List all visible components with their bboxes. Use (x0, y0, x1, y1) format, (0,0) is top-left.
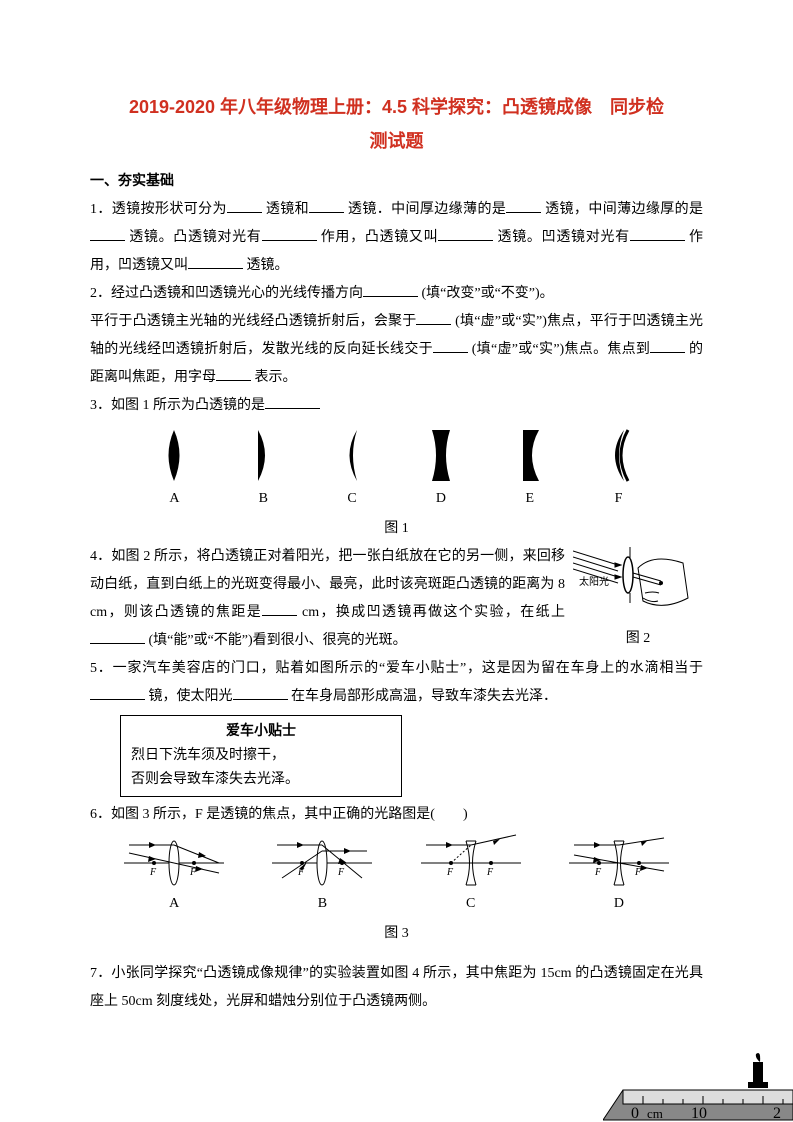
q1-text: 透镜。凸透镜对光有 (129, 230, 261, 245)
blank (309, 198, 344, 213)
lens-c-icon (337, 428, 367, 483)
ruler-label-cm: cm (647, 1106, 663, 1121)
svg-text:F: F (337, 867, 345, 878)
q1-text: 1．透镜按形状可分为 (90, 202, 227, 217)
blank (262, 226, 317, 241)
blank (188, 254, 243, 269)
q3-text: 3．如图 1 所示为凸透镜的是 (90, 398, 265, 413)
q5-text: 镜，使太阳光 (149, 689, 233, 704)
q2-text: 2．经过凸透镜和凹透镜光心的光线传播方向 (90, 286, 363, 301)
figure-1: A B C D E (130, 428, 663, 513)
title-line-2: 测试题 (90, 124, 703, 158)
q4-text: cm，换成凹透镜再做这个实验，在纸上 (302, 605, 565, 620)
blank (433, 338, 468, 353)
fig1-label-a: A (159, 485, 189, 513)
ray-diagram-b-icon: F F (272, 833, 372, 888)
title-line-1: 2019-2020 年八年级物理上册：4.5 科学探究：凸透镜成像 同步检 (90, 90, 703, 124)
q4-text: (填“能”或“不能”)看到很小、很亮的光斑。 (149, 633, 407, 648)
fig3-label-b: B (272, 890, 372, 918)
sunlight-lens-icon: 太阳光 (573, 543, 693, 623)
blank (650, 338, 685, 353)
tip-line-1: 烈日下洗车须及时擦干， (131, 744, 391, 768)
section-heading: 一、夯实基础 (90, 168, 703, 196)
q1-text: 作用，凸透镜又叫 (321, 230, 439, 245)
q2-text: 表示。 (255, 370, 297, 385)
q1-text: 透镜．中间厚边缘薄的是 (348, 202, 506, 217)
question-2b: 平行于凸透镜主光轴的光线经凸透镜折射后，会聚于 (填“虚”或“实”)焦点，平行于… (90, 308, 703, 392)
question-5: 5．一家汽车美容店的门口，贴着如图所示的“爱车小贴士”，这是因为留在车身上的水滴… (90, 655, 703, 711)
figure-4-ruler: 0 cm 10 2 (603, 1052, 793, 1122)
blank (262, 601, 297, 616)
ray-diagram-d-icon: F F (569, 833, 669, 888)
question-3: 3．如图 1 所示为凸透镜的是 (90, 392, 703, 420)
blank (363, 282, 418, 297)
tip-title: 爱车小贴士 (131, 720, 391, 744)
blank (90, 685, 145, 700)
lens-e-icon (515, 428, 545, 483)
blank (438, 226, 493, 241)
svg-text:F: F (486, 867, 494, 878)
blank (90, 629, 145, 644)
q2-text: 平行于凸透镜主光轴的光线经凸透镜折射后，会聚于 (90, 314, 416, 329)
figure-3-caption: 图 3 (90, 920, 703, 948)
fig3-label-c: C (421, 890, 521, 918)
lens-a-icon (159, 428, 189, 483)
fig1-label-d: D (426, 485, 456, 513)
fig1-label-c: C (337, 485, 367, 513)
ruler-label-0: 0 (631, 1105, 639, 1122)
q1-text: 透镜。 (247, 258, 289, 273)
question-2: 2．经过凸透镜和凹透镜光心的光线传播方向 (填“改变”或“不变”)。 (90, 280, 703, 308)
q5-text: 5．一家汽车美容店的门口，贴着如图所示的“爱车小贴士”，这是因为留在车身上的水滴… (90, 661, 703, 676)
figure-3: F F A F F B (100, 833, 693, 918)
blank (630, 226, 685, 241)
q5-text: 在车身局部形成高温，导致车漆失去光泽． (291, 689, 557, 704)
figure-1-caption: 图 1 (90, 515, 703, 543)
lens-b-icon (248, 428, 278, 483)
ruler-label-2: 2 (773, 1105, 781, 1122)
blank (90, 226, 125, 241)
question-6: 6．如图 3 所示，F 是透镜的焦点，其中正确的光路图是( ) (90, 801, 703, 829)
svg-text:F: F (446, 867, 454, 878)
blank (506, 198, 541, 213)
fig3-label-a: A (124, 890, 224, 918)
lens-f-icon (604, 428, 634, 483)
blank (265, 394, 320, 409)
question-7: 7．小张同学探究“凸透镜成像规律”的实验装置如图 4 所示，其中焦距为 15cm… (90, 960, 703, 1016)
ray-diagram-c-icon: F F (421, 833, 521, 888)
sunlight-label: 太阳光 (579, 575, 609, 588)
ray-diagram-a-icon: F F (124, 833, 224, 888)
lens-d-icon (426, 428, 456, 483)
blank (233, 685, 288, 700)
fig1-label-b: B (248, 485, 278, 513)
q2-text: (填“改变”或“不变”)。 (422, 286, 554, 301)
blank (216, 366, 251, 381)
blank (416, 310, 451, 325)
blank (227, 198, 262, 213)
tip-line-2: 否则会导致车漆失去光泽。 (131, 768, 391, 792)
q1-text: 透镜。凹透镜对光有 (498, 230, 630, 245)
question-1: 1．透镜按形状可分为 透镜和 透镜．中间厚边缘薄的是 透镜，中间薄边缘厚的是 透… (90, 196, 703, 280)
tip-box: 爱车小贴士 烈日下洗车须及时擦干， 否则会导致车漆失去光泽。 (120, 715, 402, 796)
fig1-label-f: F (604, 485, 634, 513)
fig3-label-d: D (569, 890, 669, 918)
svg-text:F: F (594, 867, 602, 878)
svg-text:F: F (149, 867, 157, 878)
q1-text: 透镜和 (266, 202, 309, 217)
q2-text: (填“虚”或“实”)焦点。焦点到 (472, 342, 651, 357)
figure-2: 太阳光 图 2 (573, 543, 703, 653)
fig1-label-e: E (515, 485, 545, 513)
q1-text: 透镜，中间薄边缘厚的是 (545, 202, 703, 217)
ruler-label-10: 10 (691, 1105, 707, 1122)
figure-2-caption: 图 2 (573, 625, 703, 653)
